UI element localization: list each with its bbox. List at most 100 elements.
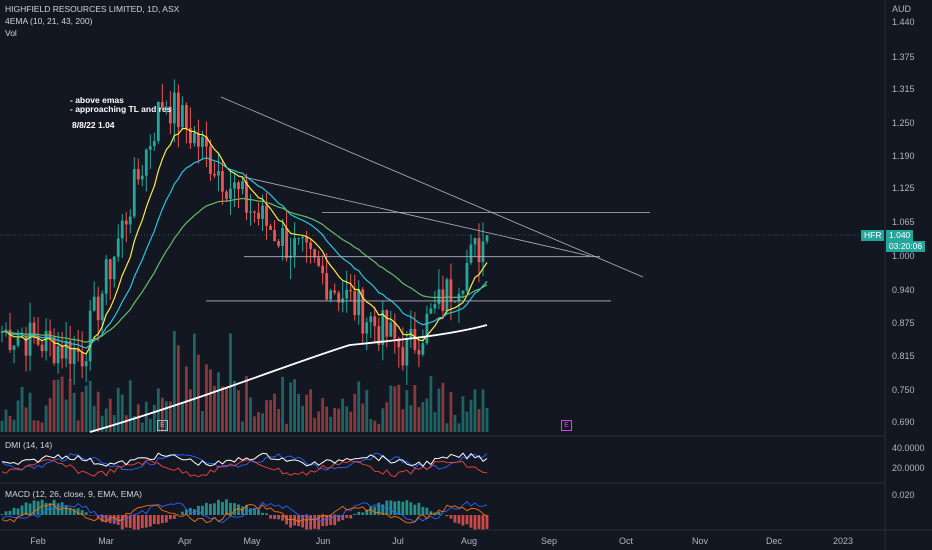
candle-body	[24, 336, 28, 356]
earnings-marker-upcoming[interactable]: E	[561, 420, 572, 431]
vol-legend[interactable]: Vol	[5, 28, 17, 38]
month-tick-label: May	[243, 536, 261, 546]
volume-bar	[429, 376, 433, 432]
candle-body	[305, 237, 309, 243]
macd-histogram-bar	[68, 507, 72, 515]
candle-body	[473, 238, 477, 245]
volume-bar	[60, 376, 64, 432]
price-tick-label: 0.940	[892, 285, 915, 295]
price-tick-label: 1.315	[892, 84, 915, 94]
macd-histogram-bar	[333, 515, 337, 526]
macd-histogram-bar	[293, 515, 297, 526]
candle-body	[301, 237, 305, 239]
candle-body	[213, 173, 216, 176]
volume-bar	[16, 400, 20, 432]
macd-histogram-bar	[52, 499, 56, 515]
volume-bar	[48, 398, 52, 432]
candle-body	[353, 291, 357, 316]
macd-histogram-bar	[48, 503, 52, 515]
volume-bar	[213, 385, 216, 432]
candle-body	[172, 92, 176, 124]
candle-body	[217, 171, 220, 176]
symbol-title[interactable]: HIGHFIELD RESOURCES LIMITED, 1D, ASX	[5, 4, 180, 14]
candle-body	[180, 104, 184, 128]
macd-histogram-bar	[253, 508, 256, 515]
volume-bar	[401, 409, 405, 432]
month-tick-label: Jun	[315, 536, 331, 546]
macd-panel	[0, 499, 489, 531]
candle-body	[321, 265, 325, 274]
candle-body	[265, 205, 268, 226]
macd-signal-line	[1, 503, 488, 524]
month-tick-label: Apr	[177, 536, 193, 546]
ema-legend[interactable]: 4EMA (10, 21, 43, 200)	[5, 16, 93, 26]
macd-histogram-bar	[36, 501, 40, 515]
price-tick-label: 1.190	[892, 151, 915, 161]
volume-bar	[249, 397, 252, 432]
macd-histogram-bar	[449, 515, 453, 519]
candle-body	[441, 289, 445, 311]
earnings-marker-past[interactable]: E	[157, 420, 168, 431]
price-tick-label: 0.815	[892, 351, 915, 361]
volume-bar	[333, 407, 337, 432]
candle-body	[4, 329, 8, 332]
candle-body	[433, 304, 437, 309]
volume-bar	[132, 416, 136, 432]
dmi-minus-line	[1, 459, 488, 478]
note-line-2: - approaching TL and res	[70, 104, 172, 114]
macd-histogram-bar	[301, 515, 305, 528]
candle-body	[277, 241, 280, 247]
macd-histogram-bar	[100, 515, 104, 522]
macd-histogram-bar	[205, 502, 208, 515]
candle-body	[237, 182, 240, 190]
volume-bar	[108, 398, 112, 432]
ema-43-line	[2, 197, 488, 343]
volume-bar	[4, 409, 8, 432]
volume-bar	[417, 407, 421, 432]
volume-bar	[124, 415, 128, 432]
volume-bar	[397, 384, 401, 432]
volume-bar	[20, 386, 24, 432]
candle-body	[445, 279, 449, 311]
candle-body	[152, 141, 156, 147]
macd-histogram-bar	[425, 507, 429, 515]
volume-bar	[80, 392, 84, 432]
candle-body	[144, 149, 148, 176]
volume-bar	[136, 404, 140, 432]
candle-body	[361, 289, 365, 334]
volume-bar	[32, 420, 36, 432]
macd-histogram-bar	[140, 515, 144, 529]
macd-legend[interactable]: MACD (12, 26, close, 9, EMA, EMA)	[5, 489, 142, 499]
price-badge: 1.040	[886, 230, 914, 241]
candle-body	[156, 101, 160, 142]
macd-histogram-bar	[168, 515, 172, 520]
macd-histogram-bar	[337, 515, 341, 522]
candle-body	[136, 169, 140, 180]
volume-bar	[437, 388, 441, 432]
volume-bar	[24, 407, 28, 432]
volume-bar	[120, 394, 124, 432]
volume-bar	[116, 387, 120, 432]
macd-histogram-bar	[377, 502, 381, 515]
macd-histogram-bar	[120, 515, 124, 530]
volume-bar	[84, 385, 88, 432]
macd-histogram-bar	[261, 512, 264, 515]
volume-bar	[92, 405, 96, 432]
volume-bar	[369, 418, 373, 432]
month-tick-label: Feb	[30, 536, 46, 546]
volume-bars	[0, 331, 489, 432]
dmi-legend[interactable]: DMI (14, 14)	[5, 440, 53, 450]
macd-histogram-bar	[80, 510, 84, 515]
volume-bar	[188, 389, 192, 432]
volume-bar	[381, 408, 385, 432]
volume-bar	[321, 398, 325, 432]
volume-bar	[112, 414, 116, 432]
candle-body	[373, 316, 377, 327]
volume-bar	[100, 415, 104, 432]
volume-bar	[245, 376, 248, 432]
macd-histogram-bar	[112, 515, 116, 524]
candle-body	[124, 220, 128, 225]
candle-body	[273, 229, 276, 242]
candle-body	[44, 330, 48, 352]
